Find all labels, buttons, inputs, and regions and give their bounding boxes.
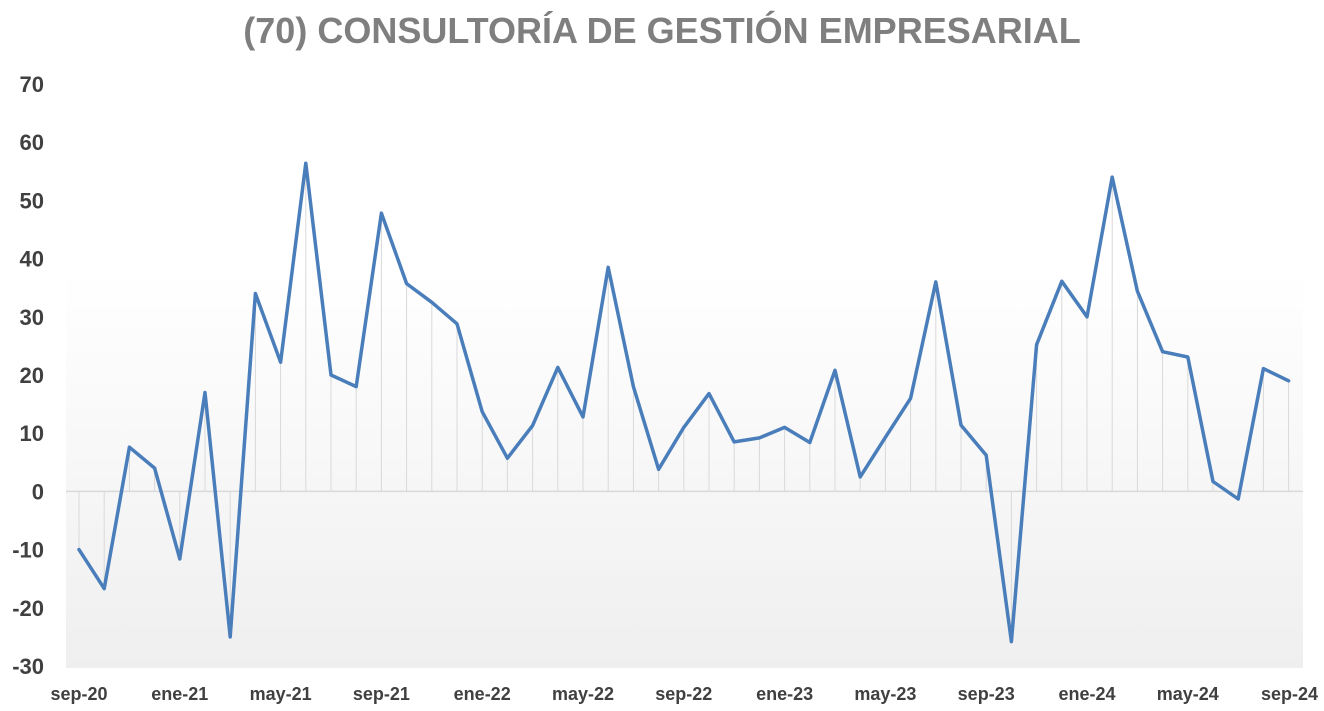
data-point <box>1236 497 1240 501</box>
data-point <box>127 445 131 449</box>
y-tick-label: 40 <box>20 247 44 272</box>
data-point <box>556 365 560 369</box>
x-tick-label: sep-20 <box>50 684 107 704</box>
data-point <box>1035 343 1039 347</box>
x-tick-label: may-24 <box>1157 684 1219 704</box>
y-tick-label: 60 <box>20 130 44 155</box>
x-tick-label: may-23 <box>854 684 916 704</box>
data-point <box>77 548 81 552</box>
y-tick-label: -10 <box>12 538 44 563</box>
data-point <box>455 322 459 326</box>
data-point <box>934 280 938 284</box>
y-tick-label: 50 <box>20 188 44 213</box>
data-point <box>808 441 812 445</box>
data-point <box>606 265 610 269</box>
data-point <box>228 635 232 639</box>
data-point <box>631 385 635 389</box>
data-point <box>329 373 333 377</box>
x-axis-ticks: sep-20 ene-21 may-21 sep-21 ene-22 may-22 sep-… <box>50 684 1318 704</box>
drop-lines <box>78 163 1290 642</box>
x-tick-label: may-22 <box>552 684 614 704</box>
data-points <box>77 161 1291 644</box>
data-point <box>909 396 913 400</box>
data-point <box>531 424 535 428</box>
data-point <box>253 292 257 296</box>
x-tick-label: ene-21 <box>151 684 208 704</box>
data-point <box>1161 350 1165 354</box>
x-tick-label: ene-24 <box>1058 684 1115 704</box>
y-tick-label: -30 <box>12 654 44 679</box>
data-point <box>505 456 509 460</box>
x-tick-label: sep-23 <box>958 684 1015 704</box>
data-point <box>1110 175 1114 179</box>
data-point <box>203 390 207 394</box>
data-point <box>1135 289 1139 293</box>
data-point <box>858 475 862 479</box>
x-tick-label: sep-24 <box>1261 684 1318 704</box>
x-tick-label: sep-22 <box>655 684 712 704</box>
data-point <box>102 587 106 591</box>
data-point <box>1060 279 1064 283</box>
data-point <box>757 436 761 440</box>
data-point <box>1009 640 1013 644</box>
data-point <box>883 435 887 439</box>
data-point <box>1261 367 1265 371</box>
data-point <box>657 467 661 471</box>
x-tick-label: sep-21 <box>353 684 410 704</box>
y-tick-label: 0 <box>32 479 44 504</box>
data-point <box>379 211 383 215</box>
data-point <box>783 425 787 429</box>
data-point <box>707 392 711 396</box>
data-point <box>480 410 484 414</box>
y-tick-label: -20 <box>12 596 44 621</box>
data-point <box>682 425 686 429</box>
data-point <box>1186 355 1190 359</box>
y-tick-label: 70 <box>20 72 44 97</box>
y-axis-ticks: 70 60 50 40 30 20 10 0 -10 -20 -30 <box>12 72 44 679</box>
y-tick-label: 10 <box>20 421 44 446</box>
x-tick-label: may-21 <box>250 684 312 704</box>
x-tick-label: ene-22 <box>454 684 511 704</box>
data-point <box>581 415 585 419</box>
data-point <box>959 423 963 427</box>
chart-title: (70) CONSULTORÍA DE GESTIÓN EMPRESARIAL <box>243 10 1081 51</box>
data-point <box>1287 379 1291 383</box>
data-point <box>153 466 157 470</box>
y-tick-label: 20 <box>20 363 44 388</box>
data-point <box>1085 315 1089 319</box>
data-point <box>178 557 182 561</box>
data-point <box>304 161 308 165</box>
y-tick-label: 30 <box>20 305 44 330</box>
x-tick-label: ene-23 <box>756 684 813 704</box>
data-point <box>1211 480 1215 484</box>
data-point <box>405 282 409 286</box>
data-point <box>984 453 988 457</box>
data-point <box>354 385 358 389</box>
data-point <box>430 300 434 304</box>
data-point <box>279 360 283 364</box>
data-point <box>833 368 837 372</box>
data-point <box>732 440 736 444</box>
